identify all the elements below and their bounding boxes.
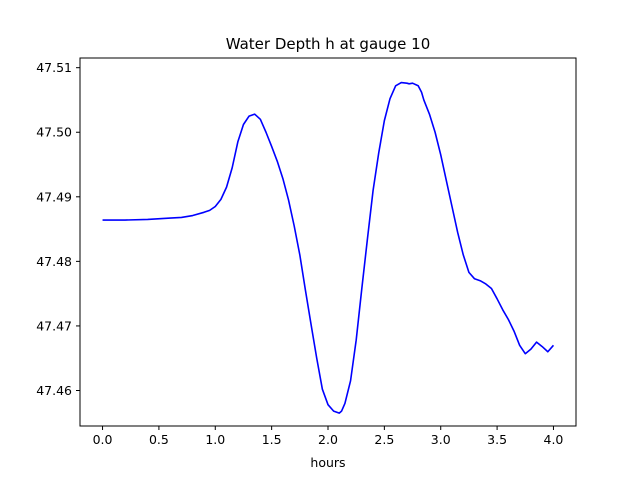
y-tick-label: 47.50 [36,125,72,140]
x-tick-label: 2.5 [374,432,394,447]
x-tick-label: 0.5 [149,432,169,447]
y-tick-label: 47.48 [36,254,72,269]
y-tick-label: 47.46 [36,383,72,398]
x-axis-label: hours [310,455,345,470]
y-tick-label: 47.49 [36,189,72,204]
x-tick-label: 1.0 [205,432,225,447]
x-tick-label: 3.0 [431,432,451,447]
y-tick-label: 47.51 [36,60,72,75]
x-tick-label: 3.5 [487,432,507,447]
x-tick-label: 4.0 [544,432,564,447]
x-tick-label: 0.0 [93,432,113,447]
x-tick-label: 1.5 [262,432,282,447]
series-line-0 [102,81,555,414]
y-tick-label: 47.47 [36,318,72,333]
x-tick-label: 2.0 [318,432,338,447]
chart-title: Water Depth h at gauge 10 [226,35,431,53]
